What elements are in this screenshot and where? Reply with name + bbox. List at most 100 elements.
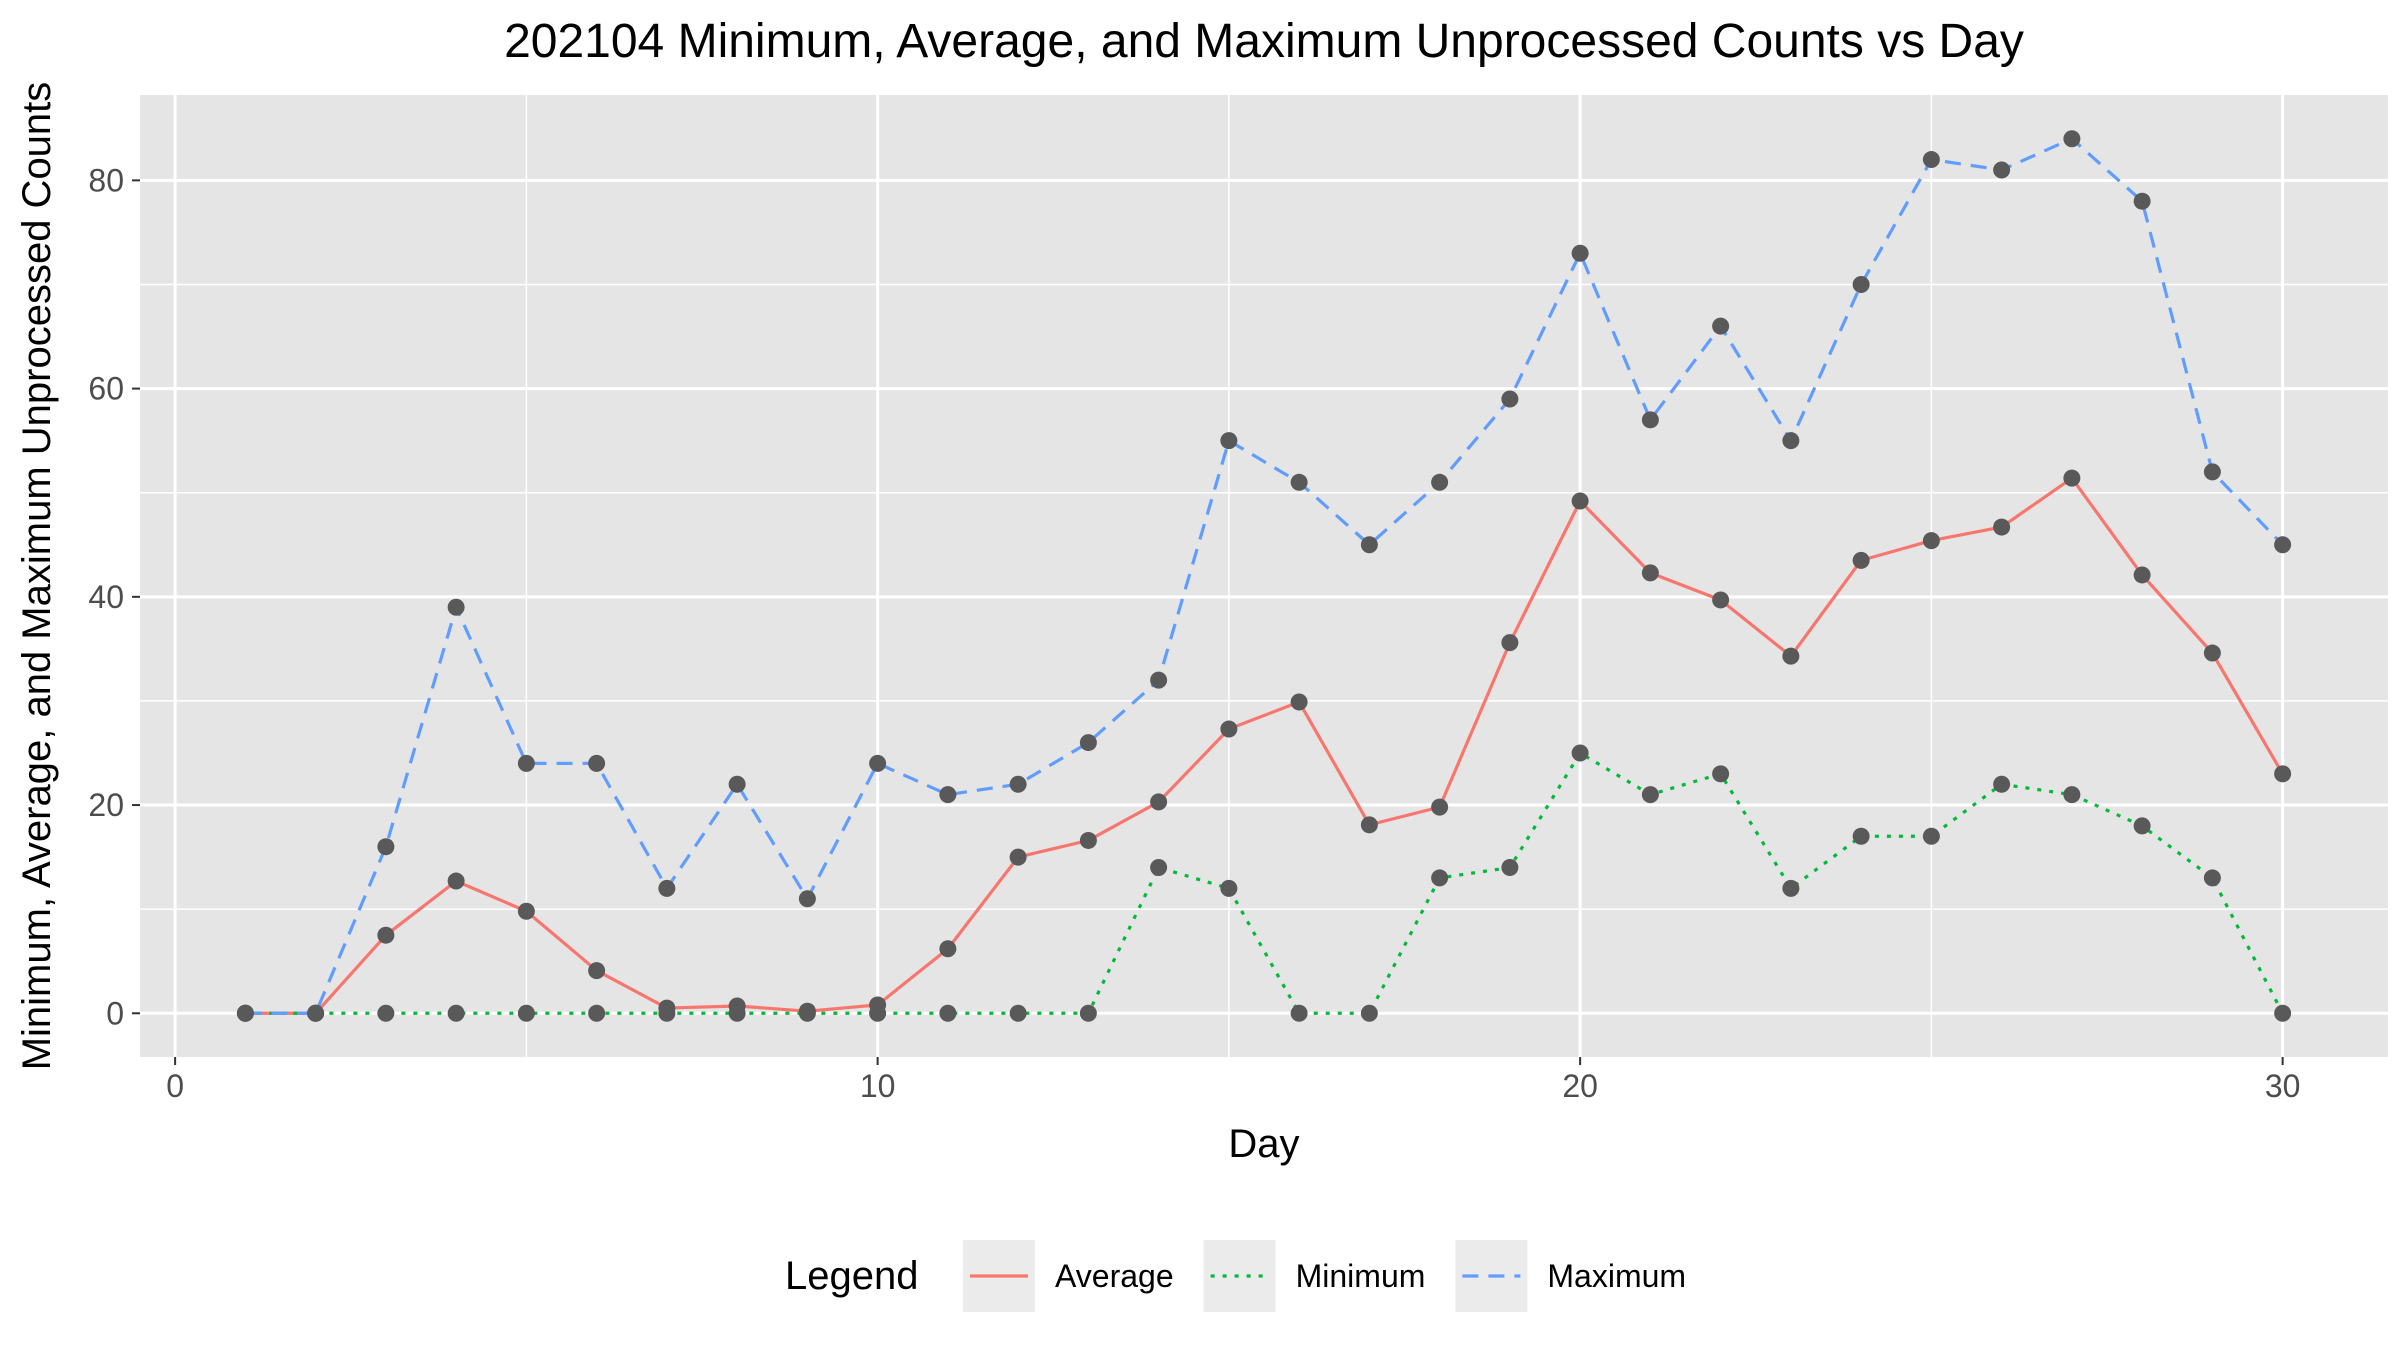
point-maximum <box>1009 775 1027 793</box>
y-tick-label: 20 <box>88 787 124 823</box>
point-minimum <box>2063 786 2081 804</box>
point-minimum <box>939 1004 957 1022</box>
point-minimum <box>1079 1004 1097 1022</box>
point-minimum <box>2203 869 2221 887</box>
point-minimum <box>1922 827 1940 845</box>
point-maximum <box>798 890 816 908</box>
point-average <box>1079 831 1097 849</box>
point-average <box>1501 634 1519 652</box>
point-minimum <box>1290 1004 1308 1022</box>
point-maximum <box>517 754 535 772</box>
point-minimum <box>2133 817 2151 835</box>
point-maximum <box>728 775 746 793</box>
legend-title: Legend <box>785 1254 918 1298</box>
point-maximum <box>1922 151 1940 169</box>
point-average <box>1641 564 1659 582</box>
series-layer <box>245 137 2285 1015</box>
point-maximum <box>1079 734 1097 752</box>
series-line-average <box>245 476 2285 1015</box>
point-minimum <box>377 1004 395 1022</box>
point-minimum <box>1009 1004 1027 1022</box>
point-minimum <box>447 1004 465 1022</box>
x-axis-label: Day <box>1228 1122 1299 1166</box>
point-minimum <box>2274 1004 2292 1022</box>
point-maximum <box>2274 536 2292 554</box>
point-minimum <box>1360 1004 1378 1022</box>
point-average <box>1922 532 1940 550</box>
point-average <box>1993 518 2011 536</box>
point-maximum <box>1712 317 1730 335</box>
legend-key-minimum <box>1203 1240 1276 1312</box>
point-average <box>1150 793 1168 811</box>
point-maximum <box>1360 536 1378 554</box>
point-minimum <box>658 1004 676 1022</box>
point-minimum <box>1431 869 1449 887</box>
point-average <box>1782 647 1800 665</box>
point-average <box>2203 644 2221 662</box>
point-minimum <box>1220 879 1238 897</box>
legend-label-average: Average <box>1055 1258 1174 1294</box>
plot-panel <box>140 95 2388 1057</box>
point-average <box>1571 492 1589 510</box>
x-tick-label: 10 <box>860 1068 896 1104</box>
x-tick-label: 30 <box>2265 1068 2301 1104</box>
point-minimum <box>1712 765 1730 783</box>
point-average <box>588 962 606 980</box>
point-minimum <box>517 1004 535 1022</box>
point-average <box>2274 765 2292 783</box>
points-layer <box>236 130 2292 1022</box>
point-maximum <box>1220 432 1238 450</box>
point-maximum <box>236 1004 254 1022</box>
x-tick-label: 20 <box>1562 1068 1598 1104</box>
legend-label-maximum: Maximum <box>1547 1258 1686 1294</box>
point-maximum <box>1571 244 1589 262</box>
x-tick-label: 0 <box>166 1068 184 1104</box>
point-maximum <box>447 598 465 616</box>
axis-layer: 0 10 20 30 0 20 40 60 80 <box>88 162 2300 1104</box>
point-maximum <box>1993 161 2011 179</box>
y-tick-label: 80 <box>88 162 124 198</box>
point-average <box>1009 848 1027 866</box>
point-average <box>939 940 957 958</box>
point-maximum <box>1431 473 1449 491</box>
y-tick-label: 0 <box>106 995 124 1031</box>
point-minimum <box>588 1004 606 1022</box>
point-minimum <box>869 1004 887 1022</box>
y-tick-label: 60 <box>88 371 124 407</box>
point-maximum <box>1782 432 1800 450</box>
point-maximum <box>1852 275 1870 293</box>
point-average <box>1220 720 1238 738</box>
point-average <box>517 902 535 920</box>
point-average <box>1290 693 1308 711</box>
point-minimum <box>1571 744 1589 762</box>
point-average <box>377 926 395 944</box>
series-line-maximum <box>245 137 2284 1015</box>
chart-title: 202104 Minimum, Average, and Maximum Unp… <box>504 15 2024 68</box>
point-maximum <box>588 754 606 772</box>
point-average <box>1431 798 1449 816</box>
point-minimum <box>1641 786 1659 804</box>
grid-layer <box>140 95 2388 1057</box>
point-maximum <box>1290 473 1308 491</box>
point-average <box>2063 469 2081 487</box>
point-maximum <box>377 838 395 856</box>
point-average <box>2133 566 2151 584</box>
point-minimum <box>1782 879 1800 897</box>
point-average <box>447 872 465 890</box>
point-minimum <box>728 1004 746 1022</box>
point-maximum <box>939 786 957 804</box>
point-average <box>1360 816 1378 834</box>
point-maximum <box>1641 411 1659 429</box>
point-average <box>1712 591 1730 609</box>
point-minimum <box>1852 827 1870 845</box>
point-average <box>1852 551 1870 569</box>
point-maximum <box>1501 390 1519 408</box>
point-maximum <box>2063 130 2081 148</box>
point-maximum <box>2203 463 2221 481</box>
legend-label-minimum: Minimum <box>1296 1258 1426 1294</box>
point-minimum <box>1501 859 1519 877</box>
legend: Legend Average Minimum Maximum <box>785 1240 1686 1312</box>
y-tick-label: 40 <box>88 579 124 615</box>
point-minimum <box>798 1004 816 1022</box>
